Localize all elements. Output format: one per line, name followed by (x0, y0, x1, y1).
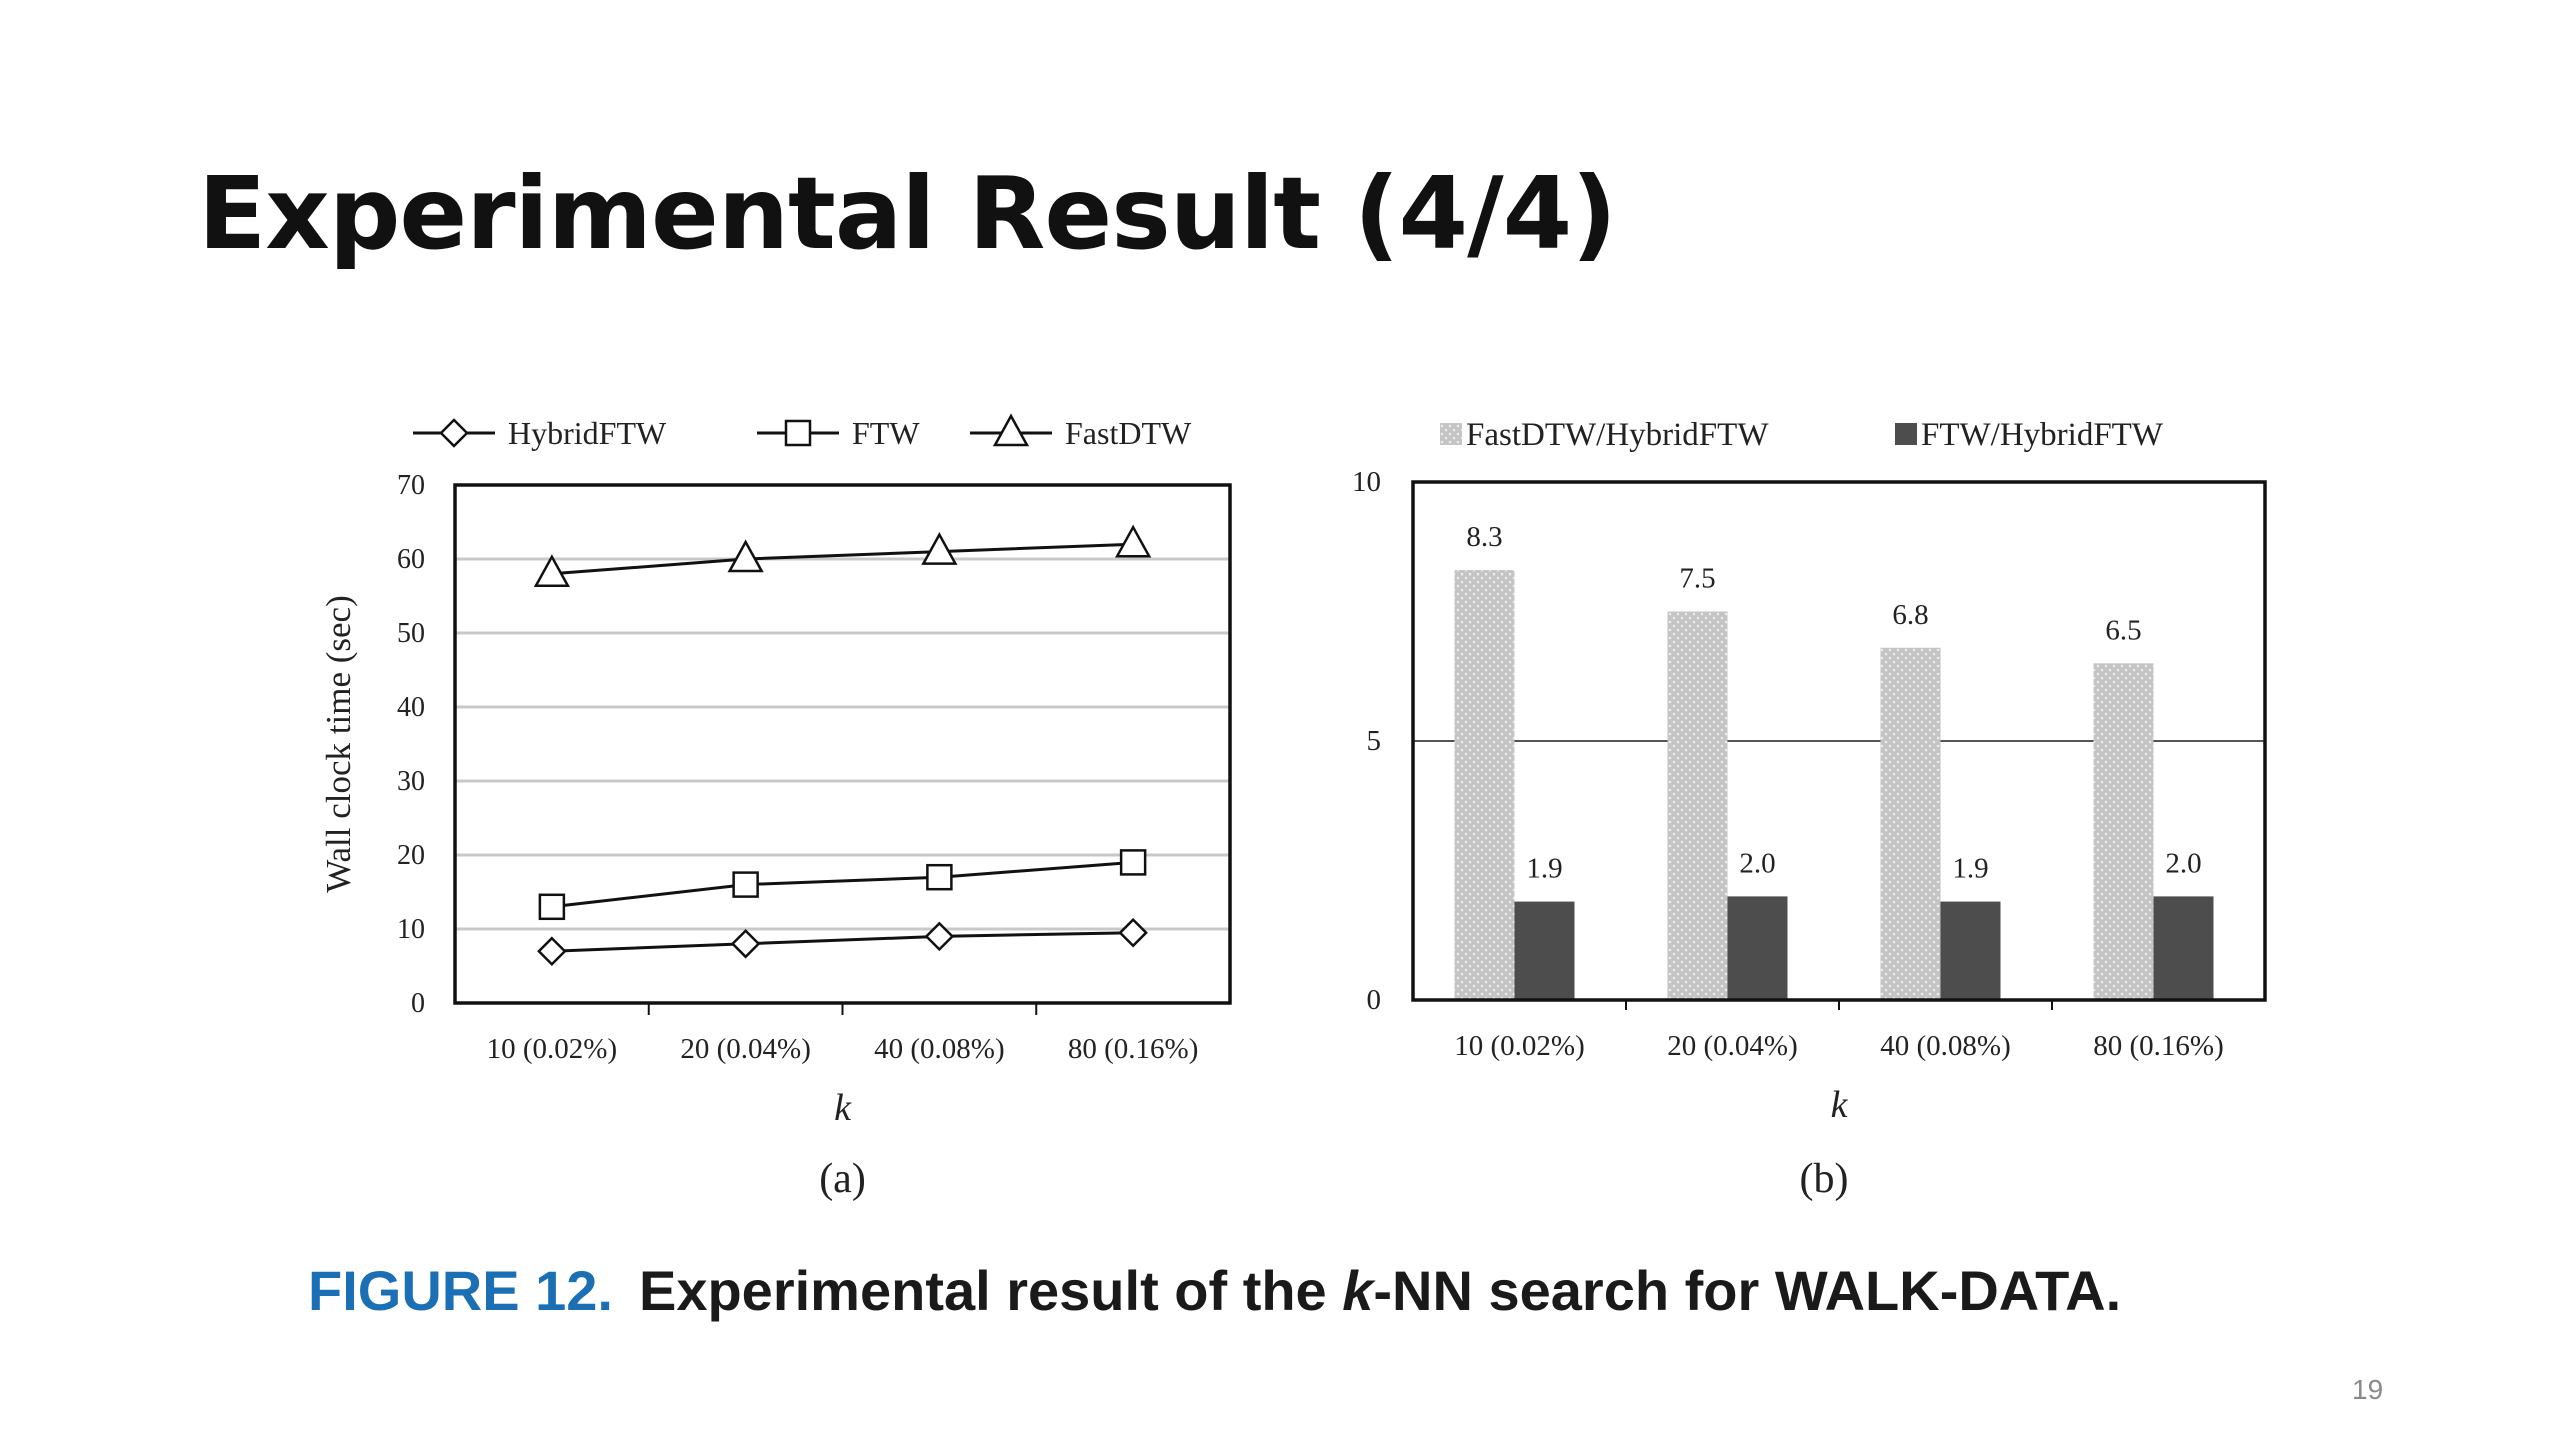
figure-label: FIGURE 12. (308, 1259, 613, 1322)
x-tick-label-a: 10 (0.02%) (487, 1033, 617, 1065)
y-tick-label-a: 70 (397, 470, 425, 501)
x-tick-label-a: 40 (0.08%) (874, 1033, 1004, 1065)
data-point-fastdtw (1115, 524, 1152, 558)
data-point-ftw (1119, 849, 1147, 876)
x-axis-label-b: k (1831, 1084, 1849, 1126)
data-label-fastdtw-hybridftw: 7.5 (1679, 563, 1715, 595)
data-point-fastdtw (921, 532, 958, 565)
series-line-ftw (551, 860, 1134, 909)
data-label-ftw-hybridftw: 2.0 (1739, 847, 1775, 879)
bar-fastdtw-hybridftw (2093, 663, 2154, 1000)
bar-ftw-hybridftw (1727, 896, 1788, 1000)
data-point-ftw (732, 871, 759, 898)
series-line-fastdtw (551, 542, 1134, 576)
legend-label-fastdtw-hybridftw: FastDTW/HybridFTW (1466, 417, 1769, 453)
x-tick-label-b: 10 (0.02%) (1454, 1030, 1584, 1062)
panel-label-a: (a) (819, 1156, 866, 1202)
legend-label-fastdtw: FastDTW (1065, 415, 1192, 451)
data-point-hybridftw (1118, 917, 1148, 948)
x-tick-label-b: 80 (0.16%) (2093, 1030, 2223, 1062)
data-point-hybridftw (730, 929, 761, 959)
data-label-ftw-hybridftw: 2.0 (2165, 847, 2201, 879)
panel-label-b: (b) (1800, 1156, 1849, 1202)
legend-label-ftw-hybridftw: FTW/HybridFTW (1921, 417, 2164, 453)
legend-swatch-fastdtw-hybridftw (1440, 423, 1462, 445)
bar-fastdtw-hybridftw (1667, 611, 1728, 1000)
x-axis-label-a: k (834, 1087, 852, 1129)
y-tick-label-b: 0 (1367, 984, 1382, 1016)
y-tick-label-b: 10 (1352, 466, 1381, 498)
y-tick-label-a: 10 (397, 914, 425, 945)
legend-label-hybridftw: HybridFTW (508, 415, 667, 451)
bar-ftw-hybridftw (1940, 901, 2001, 1000)
slide-title: Experimental Result (4/4) (198, 155, 1617, 272)
data-point-hybridftw (924, 921, 955, 952)
line-chart-panel-a: 0 10 20 30 40 50 60 70 10 (0.02%) 20 (0.04%) 40 (0… (319, 413, 1232, 1202)
data-label-fastdtw-hybridftw: 8.3 (1466, 521, 1502, 553)
data-label-fastdtw-hybridftw: 6.8 (1892, 599, 1928, 631)
legend-swatch-ftw-hybridftw (1895, 423, 1917, 445)
bar-fastdtw-hybridftw (1454, 570, 1515, 1000)
y-axis-label-a: Wall clock time (sec) (319, 595, 358, 892)
data-point-hybridftw (537, 936, 567, 966)
data-point-ftw (538, 893, 566, 921)
y-tick-label-a: 0 (411, 988, 425, 1019)
y-tick-label-a: 20 (397, 840, 425, 871)
figure-caption: FIGURE 12. Experimental result of the k-N… (308, 1258, 2121, 1323)
series-line-hybridftw (551, 931, 1134, 953)
plot-frame-a (453, 483, 1232, 1005)
x-tick-label-a: 80 (0.16%) (1068, 1033, 1198, 1065)
y-tick-label-a: 40 (397, 692, 425, 723)
data-point-ftw (926, 863, 953, 891)
x-tick-label-a: 20 (0.04%) (680, 1033, 810, 1065)
legend-marker-hybridftw (439, 418, 469, 448)
page-number: 19 (2352, 1374, 2384, 1405)
data-label-ftw-hybridftw: 1.9 (1526, 853, 1562, 885)
legend-marker-ftw (784, 419, 812, 447)
bar-ftw-hybridftw (1514, 901, 1575, 1000)
y-tick-label-a: 50 (397, 618, 425, 649)
data-label-fastdtw-hybridftw: 6.5 (2105, 614, 2141, 646)
data-point-fastdtw (533, 554, 570, 588)
y-tick-label-a: 60 (397, 544, 425, 575)
legend-marker-fastdtw (992, 413, 1030, 447)
bar-ftw-hybridftw (2153, 896, 2214, 1000)
legend-label-ftw: FTW (852, 415, 920, 451)
y-tick-label-a: 30 (397, 766, 425, 797)
x-tick-label-b: 20 (0.04%) (1667, 1030, 1797, 1062)
y-tick-label-b: 5 (1367, 725, 1382, 757)
bar-fastdtw-hybridftw (1880, 647, 1941, 1000)
data-label-ftw-hybridftw: 1.9 (1952, 853, 1988, 885)
caption-text-start: Experimental result of the (638, 1259, 1343, 1322)
bar-chart-panel-b: 0 5 10 8.3 1.9 10 (0.02%) 7.5 2.0 20 (0.04%) 6.8 1… (1352, 417, 2267, 1202)
data-point-fastdtw (727, 539, 764, 573)
caption-text-end: -NN search for WALK-DATA. (1373, 1259, 2122, 1322)
x-tick-label-b: 40 (0.08%) (1880, 1030, 2010, 1062)
caption-text-italic: k (1342, 1259, 1374, 1322)
